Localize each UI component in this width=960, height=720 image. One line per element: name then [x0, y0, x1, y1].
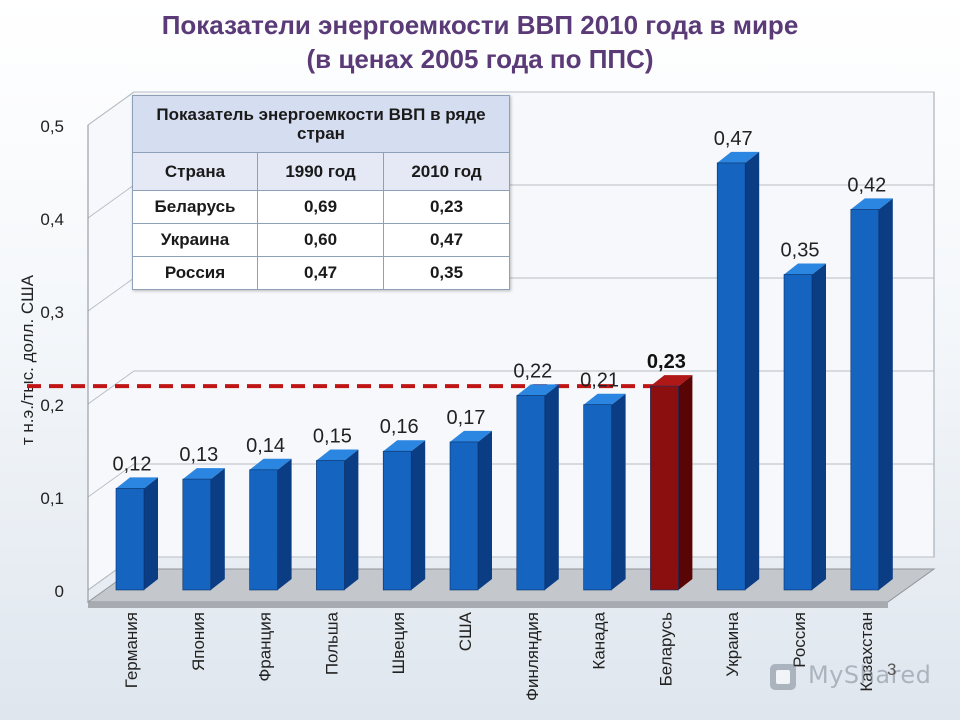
bar	[783, 274, 813, 591]
bar-top	[182, 468, 225, 480]
bar-side	[411, 440, 426, 590]
bar-side	[344, 449, 359, 590]
x-category-label: США	[456, 611, 475, 651]
bar-value-label: 0,47	[714, 128, 753, 150]
y-tick-label: 0,5	[40, 117, 64, 136]
y-tick-label: 0,2	[40, 396, 64, 415]
bar	[449, 441, 479, 591]
bar-top	[249, 458, 292, 470]
x-category-label: Япония	[189, 612, 208, 671]
bar-top	[650, 375, 693, 387]
x-category-label: Франция	[256, 612, 275, 682]
watermark-text: MyShared	[808, 661, 932, 689]
page-number: 3	[887, 660, 897, 679]
bar-side	[611, 393, 626, 590]
x-category-label: Казахстан	[857, 612, 876, 692]
bar-top	[116, 477, 158, 489]
x-category-label: Канада	[590, 611, 609, 669]
bar	[182, 478, 212, 591]
bar-value-label: 0,15	[313, 426, 352, 448]
bar-top	[583, 393, 626, 405]
gridline	[87, 370, 934, 405]
table-cell-2010: 0,35	[383, 256, 510, 290]
table-cell-2010: 0,23	[383, 190, 510, 224]
bar-side	[544, 384, 559, 590]
bar-side	[878, 198, 893, 590]
table-cell-2010: 0,47	[383, 223, 510, 257]
table-caption: Показатель энергоемкости ВВП в ряде стра…	[132, 95, 510, 153]
bar-side	[210, 468, 225, 590]
bar	[850, 209, 880, 591]
table-cell-1990: 0,60	[257, 223, 384, 257]
table-cell-country: Россия	[132, 256, 258, 290]
table-cell-1990: 0,69	[257, 190, 384, 224]
x-category-label: Швеция	[389, 612, 408, 674]
data-table: Показатель энергоемкости ВВП в ряде стра…	[132, 95, 510, 290]
bar-top	[316, 449, 359, 461]
table-row: Беларусь 0,69 0,23	[132, 190, 510, 224]
bar-side	[277, 458, 292, 590]
bar-top	[516, 384, 559, 396]
bar	[716, 162, 746, 591]
x-category-label: Россия	[790, 612, 809, 668]
bar-value-label: 0,16	[380, 416, 419, 438]
table-header-1990: 1990 год	[257, 152, 384, 191]
bar-top	[850, 198, 893, 210]
bar-top	[450, 430, 492, 442]
bar-value-label: 0,22	[513, 360, 552, 382]
table-cell-1990: 0,47	[257, 256, 384, 290]
chart-floor-edge	[88, 602, 888, 608]
bar	[650, 385, 679, 591]
bar	[516, 395, 546, 591]
y-tick-label: 0,1	[40, 489, 64, 508]
table-header-2010: 2010 год	[383, 152, 510, 191]
gridline	[87, 91, 934, 126]
bar-value-label: 0,42	[847, 174, 886, 196]
bar-value-label: 0,13	[179, 444, 218, 466]
table-cell-country: Беларусь	[132, 190, 258, 224]
title-line-2: (в ценах 2005 года по ППС)	[306, 44, 654, 74]
bar-value-label: 0,23	[647, 351, 686, 373]
bar-value-label: 0,21	[580, 370, 619, 392]
bar-top	[717, 151, 760, 163]
title-line-1: Показатели энергоемкости ВВП 2010 года в…	[161, 10, 799, 40]
table-row: Украина 0,60 0,47	[132, 223, 510, 257]
bar-top	[784, 263, 826, 275]
bar-side	[144, 477, 158, 590]
table-header-row: Страна 1990 год 2010 год	[132, 152, 510, 191]
bar	[115, 488, 145, 591]
bar-side	[745, 151, 760, 590]
y-tick-label: 0,4	[40, 210, 64, 229]
bar	[382, 450, 412, 591]
y-tick-label: 0,3	[40, 303, 64, 322]
y-axis-label: т н.э./тыс. долл. США	[18, 274, 37, 445]
x-category-label: Германия	[122, 612, 141, 688]
bar	[583, 404, 612, 591]
bar	[249, 469, 278, 591]
bar	[316, 460, 345, 591]
x-category-label: Беларусь	[656, 612, 675, 686]
table-cell-country: Украина	[132, 223, 258, 257]
bar-side	[678, 375, 693, 590]
bar-side	[478, 430, 492, 590]
bar-side	[812, 263, 826, 590]
bar-top	[383, 440, 426, 452]
bar-value-label: 0,14	[246, 435, 285, 457]
bar-value-label: 0,17	[447, 407, 486, 429]
y-tick-label: 0	[55, 582, 64, 601]
table-header-country: Страна	[132, 152, 258, 191]
x-category-label: Польша	[322, 611, 341, 675]
bar-value-label: 0,35	[781, 240, 820, 262]
chart-title: Показатели энергоемкости ВВП 2010 года в…	[0, 8, 960, 76]
x-category-label: Финляндия	[523, 612, 542, 701]
x-category-label: Украина	[723, 611, 742, 676]
table-row: Россия 0,47 0,35	[132, 256, 510, 290]
bar-value-label: 0,12	[113, 453, 152, 475]
